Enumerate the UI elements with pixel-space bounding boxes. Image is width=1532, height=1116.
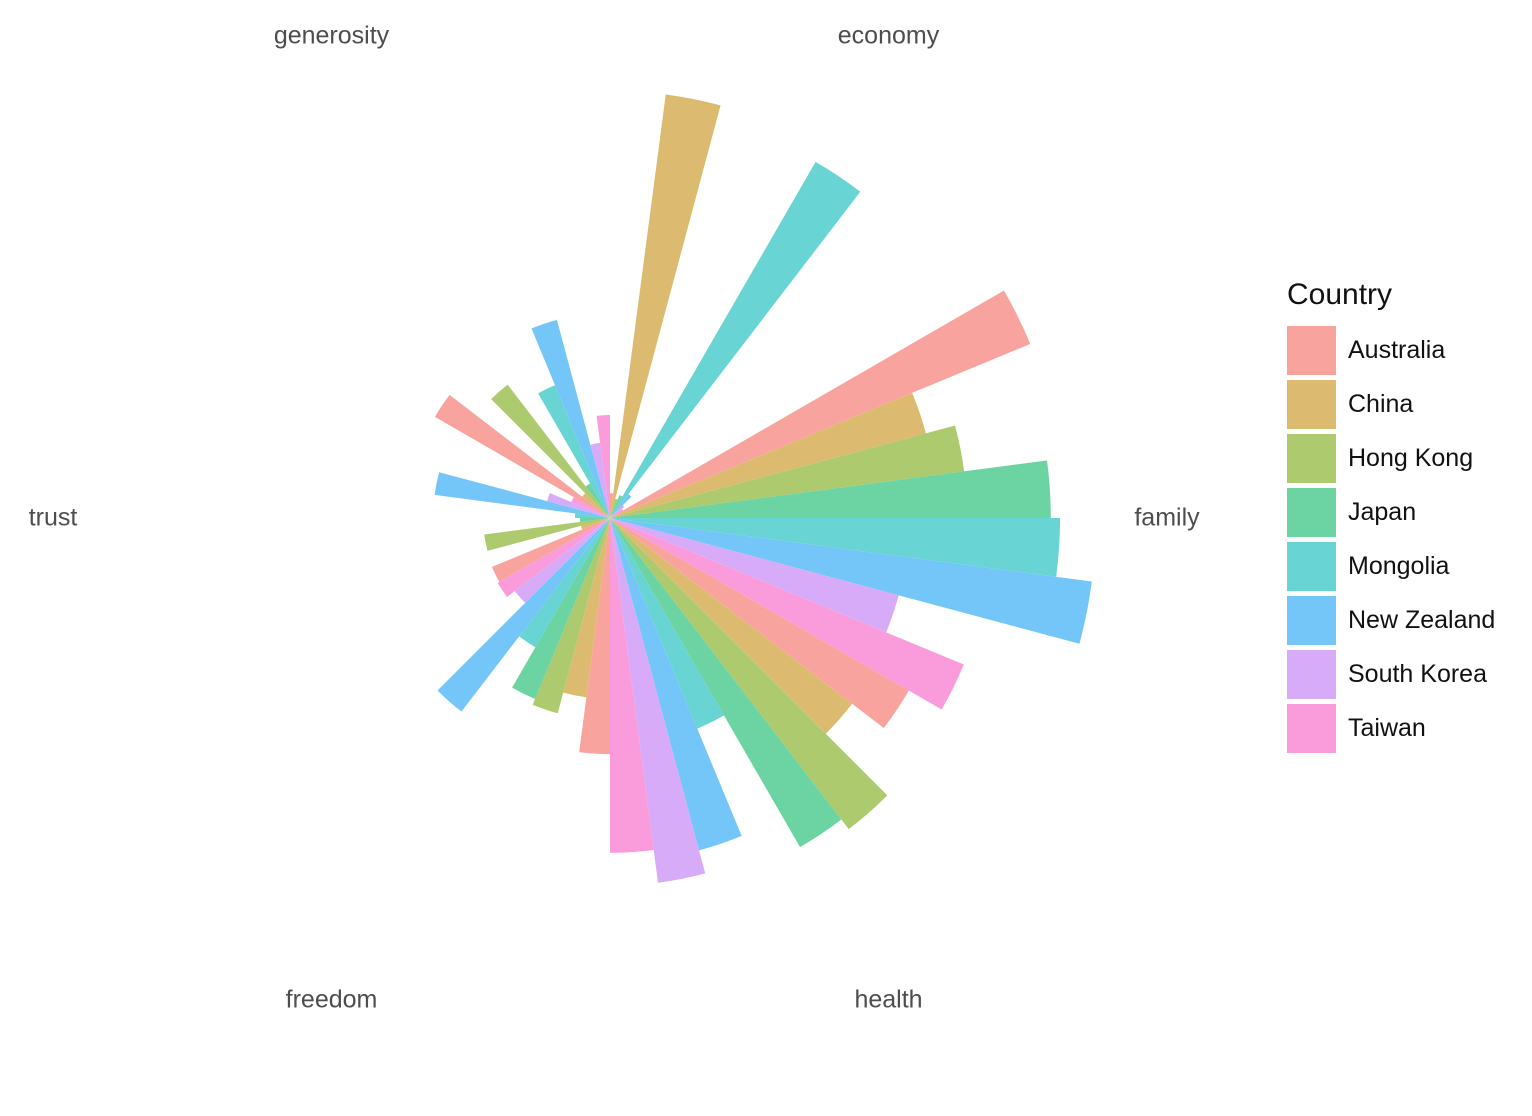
legend-title: Country bbox=[1287, 278, 1393, 311]
bar-generosity-taiwan bbox=[596, 414, 610, 518]
bar-trust-australia bbox=[491, 518, 610, 582]
bar-freedom-mongolia bbox=[519, 518, 610, 648]
bar-health-australia bbox=[610, 518, 909, 729]
bar-health-taiwan bbox=[610, 518, 654, 853]
legend-swatch-hong-kong bbox=[1287, 434, 1336, 483]
bar-generosity-japan bbox=[585, 483, 610, 518]
bar-generosity-australia bbox=[434, 394, 610, 518]
axis-label-freedom: freedom bbox=[285, 985, 378, 1014]
bar-economy-south-korea bbox=[610, 505, 625, 518]
legend-swatch-japan bbox=[1287, 488, 1336, 537]
legend-label-new-zealand: New Zealand bbox=[1348, 606, 1496, 634]
bar-health-new-zealand bbox=[610, 518, 742, 851]
legend-swatch-south-korea bbox=[1287, 650, 1336, 699]
axis-label-generosity: generosity bbox=[273, 21, 390, 50]
bar-trust-new-zealand bbox=[434, 472, 610, 518]
bar-generosity-china bbox=[582, 493, 610, 518]
legend-item-south-korea: South Korea bbox=[1287, 650, 1495, 699]
bar-economy-china bbox=[610, 94, 721, 519]
bar-generosity-mongolia bbox=[538, 385, 610, 518]
bar-family-new-zealand bbox=[610, 518, 1092, 644]
bar-family-mongolia bbox=[610, 518, 1061, 577]
bar-freedom-taiwan bbox=[497, 518, 610, 597]
bar-trust-china bbox=[580, 518, 610, 530]
legend-label-japan: Japan bbox=[1348, 498, 1417, 526]
bar-family-japan bbox=[610, 460, 1051, 518]
bar-family-china bbox=[610, 392, 926, 518]
bar-health-china bbox=[610, 518, 853, 734]
bar-family-taiwan bbox=[610, 518, 964, 710]
bar-trust-south-korea bbox=[547, 493, 610, 518]
bar-trust-hong-kong bbox=[484, 518, 610, 551]
legend-label-hong-kong: Hong Kong bbox=[1348, 444, 1474, 472]
legend-entries: Australia China Hong Kong Japan Mongolia New … bbox=[1287, 326, 1495, 753]
bar-freedom-hong-kong bbox=[532, 518, 610, 714]
bar-generosity-south-korea bbox=[590, 442, 610, 518]
bar-trust-mongolia bbox=[575, 513, 610, 518]
axis-label-trust: trust bbox=[28, 503, 78, 532]
legend-swatch-taiwan bbox=[1287, 704, 1336, 753]
legend-label-china: China bbox=[1348, 390, 1414, 418]
legend-item-australia: Australia bbox=[1287, 326, 1495, 375]
bar-economy-new-zealand bbox=[610, 494, 632, 518]
bar-economy-hong-kong bbox=[610, 498, 618, 518]
axis-label-health: health bbox=[854, 985, 923, 1014]
legend-item-taiwan: Taiwan bbox=[1287, 704, 1495, 753]
legend-item-japan: Japan bbox=[1287, 488, 1495, 537]
legend-label-mongolia: Mongolia bbox=[1348, 552, 1450, 580]
bar-trust-japan bbox=[579, 518, 610, 522]
bar-family-south-korea bbox=[610, 518, 899, 633]
legend: Country Australia China Hong Kong Japan Mong… bbox=[1287, 278, 1495, 758]
bar-economy-mongolia bbox=[610, 161, 861, 518]
bar-economy-australia bbox=[610, 493, 614, 518]
bar-freedom-china bbox=[563, 518, 610, 698]
legend-item-new-zealand: New Zealand bbox=[1287, 596, 1495, 645]
legend-label-australia: Australia bbox=[1348, 336, 1446, 364]
legend-swatch-china bbox=[1287, 380, 1336, 429]
bar-family-australia bbox=[610, 290, 1031, 518]
legend-item-hong-kong: Hong Kong bbox=[1287, 434, 1495, 483]
bar-economy-japan bbox=[610, 495, 623, 518]
legend-label-taiwan: Taiwan bbox=[1348, 714, 1426, 742]
legend-label-south-korea: South Korea bbox=[1348, 660, 1487, 688]
bar-freedom-japan bbox=[512, 518, 610, 699]
bar-health-japan bbox=[610, 518, 842, 848]
legend-item-china: China bbox=[1287, 380, 1495, 429]
bar-trust-taiwan bbox=[571, 497, 610, 518]
bar-health-hong-kong bbox=[610, 518, 888, 830]
legend-swatch-australia bbox=[1287, 326, 1336, 375]
legend-swatch-mongolia bbox=[1287, 542, 1336, 591]
bar-freedom-south-korea bbox=[514, 518, 610, 603]
bar-generosity-hong-kong bbox=[491, 384, 610, 518]
bar-health-mongolia bbox=[610, 518, 724, 729]
legend-swatch-new-zealand bbox=[1287, 596, 1336, 645]
bar-family-hong-kong bbox=[610, 425, 965, 518]
legend-item-mongolia: Mongolia bbox=[1287, 542, 1495, 591]
bar-generosity-new-zealand bbox=[531, 319, 610, 518]
bar-freedom-australia bbox=[579, 518, 610, 755]
bar-economy-taiwan bbox=[610, 508, 624, 518]
axis-label-economy: economy bbox=[837, 21, 940, 50]
axis-label-family: family bbox=[1134, 503, 1200, 532]
bar-freedom-new-zealand bbox=[437, 518, 610, 712]
bar-health-south-korea bbox=[610, 518, 706, 883]
